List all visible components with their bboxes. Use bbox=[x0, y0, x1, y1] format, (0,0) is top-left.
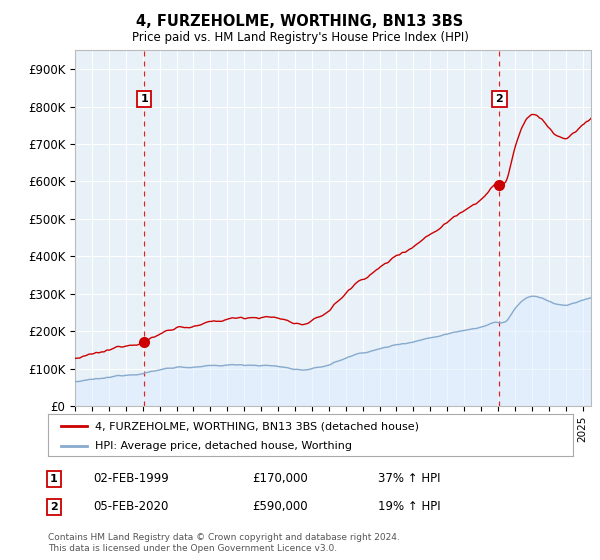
Text: Price paid vs. HM Land Registry's House Price Index (HPI): Price paid vs. HM Land Registry's House … bbox=[131, 31, 469, 44]
Text: HPI: Average price, detached house, Worthing: HPI: Average price, detached house, Wort… bbox=[95, 441, 352, 451]
Text: 05-FEB-2020: 05-FEB-2020 bbox=[93, 500, 169, 514]
Text: 2: 2 bbox=[50, 502, 58, 512]
Text: Contains HM Land Registry data © Crown copyright and database right 2024.
This d: Contains HM Land Registry data © Crown c… bbox=[48, 533, 400, 553]
Text: 4, FURZEHOLME, WORTHING, BN13 3BS: 4, FURZEHOLME, WORTHING, BN13 3BS bbox=[136, 14, 464, 29]
Text: £590,000: £590,000 bbox=[252, 500, 308, 514]
Text: 37% ↑ HPI: 37% ↑ HPI bbox=[378, 472, 440, 486]
Text: 02-FEB-1999: 02-FEB-1999 bbox=[93, 472, 169, 486]
Text: 4, FURZEHOLME, WORTHING, BN13 3BS (detached house): 4, FURZEHOLME, WORTHING, BN13 3BS (detac… bbox=[95, 421, 419, 431]
Text: 2: 2 bbox=[496, 94, 503, 104]
Text: 1: 1 bbox=[140, 94, 148, 104]
Text: 1: 1 bbox=[50, 474, 58, 484]
Text: 19% ↑ HPI: 19% ↑ HPI bbox=[378, 500, 440, 514]
Text: £170,000: £170,000 bbox=[252, 472, 308, 486]
